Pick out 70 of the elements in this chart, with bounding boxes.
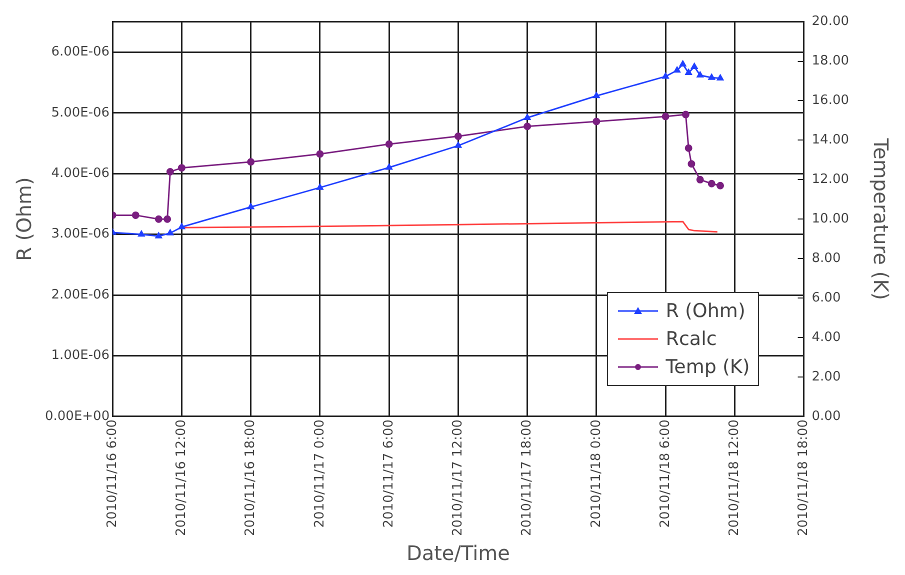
- point: [454, 142, 462, 148]
- point: [178, 164, 186, 172]
- y2-tick-label: 12.00: [812, 172, 849, 188]
- y2-tick-label: 2.00: [812, 369, 841, 384]
- x-tick-label: 2010/11/16 18:00: [243, 419, 258, 536]
- x-tick-label: 2010/11/18 12:00: [727, 419, 742, 536]
- y2-tick-label: 18.00: [812, 54, 849, 69]
- legend-label: Rcalc: [666, 328, 717, 350]
- point: [696, 71, 704, 78]
- point: [708, 74, 715, 80]
- point: [682, 110, 690, 118]
- y2-tick-label: 14.00: [812, 132, 849, 148]
- point: [247, 158, 255, 166]
- x-axis-title: Date/Time: [406, 541, 510, 566]
- point: [716, 182, 724, 190]
- y-axis-title: R (Ohm): [12, 177, 36, 262]
- x-tick-label: 2010/11/17 0:00: [312, 419, 328, 528]
- point: [154, 215, 162, 223]
- point: [592, 118, 600, 126]
- point: [708, 180, 716, 188]
- x-tick-label: 2010/11/18 6:00: [658, 419, 673, 528]
- y-tick-label: 2.00E-06: [51, 287, 110, 302]
- point: [684, 144, 692, 152]
- point: [132, 211, 140, 219]
- point: [178, 223, 186, 230]
- y2-tick-label: 20.00: [812, 14, 849, 30]
- point: [662, 112, 670, 120]
- legend-label: Temp (K): [666, 356, 750, 378]
- x-tick-label: 2010/11/17 12:00: [450, 419, 466, 536]
- point: [524, 122, 532, 130]
- y2-tick-label: 6.00: [812, 290, 841, 306]
- point: [685, 69, 692, 76]
- point: [662, 72, 669, 79]
- point: [679, 60, 686, 67]
- x-tick-label: 2010/11/17 6:00: [381, 419, 396, 528]
- point: [138, 230, 145, 237]
- y2-tick-label: 16.00: [812, 93, 849, 108]
- point: [524, 114, 531, 120]
- y2-tick-label: 4.00: [812, 330, 841, 345]
- y2-tick-label: 8.00: [812, 250, 841, 266]
- point: [690, 62, 698, 69]
- point: [386, 164, 392, 170]
- point: [385, 140, 393, 148]
- x-tick-label: 2010/11/18 0:00: [588, 419, 604, 528]
- x-tick-label: 2010/11/18 18:00: [796, 419, 812, 536]
- legend-label: R (Ohm): [666, 300, 746, 322]
- y-tick-label: 3.00E-06: [51, 226, 110, 242]
- y-tick-label: 6.00E-06: [51, 44, 110, 60]
- point: [316, 184, 324, 190]
- y-tick-label: 1.00E-06: [51, 348, 110, 364]
- point: [316, 150, 324, 158]
- y2-axis-title: Temperature (K): [868, 137, 893, 300]
- point: [688, 160, 696, 168]
- point: [716, 74, 724, 81]
- y2-tick-label: 0.00: [812, 408, 841, 424]
- x-tick-label: 2010/11/16 6:00: [104, 419, 120, 528]
- y-tick-label: 5.00E-06: [51, 105, 110, 120]
- point: [166, 229, 174, 236]
- y2-tick-label: 10.00: [812, 212, 849, 227]
- point: [674, 66, 680, 73]
- point: [593, 92, 600, 98]
- x-tick-label: 2010/11/17 18:00: [520, 419, 535, 536]
- point: [155, 232, 162, 238]
- point: [166, 168, 174, 176]
- point: [247, 203, 254, 210]
- point: [164, 215, 172, 223]
- x-tick-label: 2010/11/16 12:00: [174, 419, 190, 536]
- point: [454, 132, 462, 140]
- y-tick-label: 4.00E-06: [51, 166, 110, 181]
- point: [696, 176, 704, 184]
